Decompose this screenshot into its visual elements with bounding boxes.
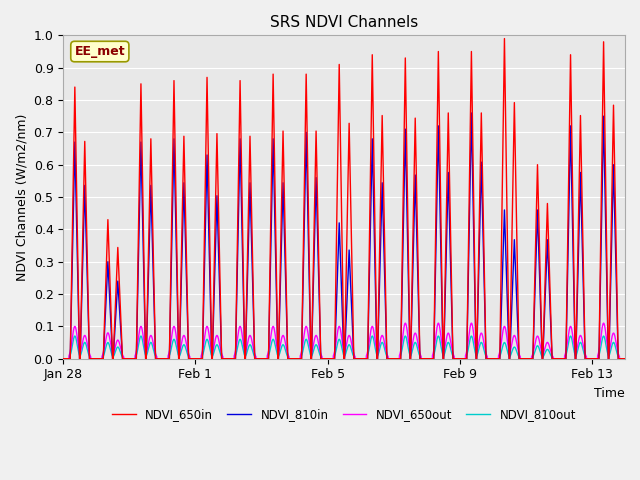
- NDVI_650in: [621, 356, 629, 361]
- NDVI_650in: [60, 356, 67, 361]
- NDVI_810out: [60, 356, 67, 361]
- Line: NDVI_650in: NDVI_650in: [63, 38, 625, 359]
- NDVI_650out: [621, 356, 629, 361]
- NDVI_650in: [521, 356, 529, 361]
- NDVI_810out: [621, 356, 629, 361]
- NDVI_810in: [521, 356, 529, 361]
- NDVI_810out: [529, 353, 537, 359]
- NDVI_810in: [188, 356, 195, 361]
- Line: NDVI_650out: NDVI_650out: [63, 323, 625, 359]
- NDVI_810out: [422, 356, 430, 361]
- NDVI_650in: [141, 324, 149, 330]
- NDVI_650out: [401, 320, 409, 326]
- NDVI_810in: [621, 356, 629, 361]
- NDVI_810in: [141, 331, 149, 337]
- NDVI_650in: [188, 356, 195, 361]
- Y-axis label: NDVI Channels (W/m2/nm): NDVI Channels (W/m2/nm): [15, 113, 28, 281]
- NDVI_810out: [141, 351, 149, 357]
- NDVI_810in: [422, 356, 430, 361]
- NDVI_650in: [422, 356, 430, 361]
- NDVI_810out: [115, 345, 122, 350]
- NDVI_810in: [468, 110, 476, 116]
- NDVI_650out: [188, 356, 195, 361]
- NDVI_650out: [60, 356, 67, 361]
- Legend: NDVI_650in, NDVI_810in, NDVI_650out, NDVI_810out: NDVI_650in, NDVI_810in, NDVI_650out, NDV…: [108, 403, 580, 426]
- Title: SRS NDVI Channels: SRS NDVI Channels: [270, 15, 419, 30]
- NDVI_650out: [115, 338, 122, 344]
- NDVI_650in: [500, 36, 508, 41]
- Line: NDVI_810out: NDVI_810out: [63, 336, 625, 359]
- NDVI_650in: [115, 262, 122, 268]
- NDVI_810in: [529, 349, 537, 355]
- NDVI_810out: [521, 356, 529, 361]
- NDVI_650in: [529, 348, 537, 353]
- Line: NDVI_810in: NDVI_810in: [63, 113, 625, 359]
- NDVI_650out: [529, 350, 537, 356]
- X-axis label: Time: Time: [595, 387, 625, 400]
- NDVI_810in: [115, 290, 122, 296]
- NDVI_650out: [422, 356, 430, 361]
- Text: EE_met: EE_met: [74, 45, 125, 58]
- NDVI_810out: [188, 356, 195, 361]
- NDVI_810in: [60, 356, 67, 361]
- NDVI_810out: [71, 333, 79, 339]
- NDVI_650out: [141, 346, 149, 351]
- NDVI_650out: [521, 356, 529, 361]
